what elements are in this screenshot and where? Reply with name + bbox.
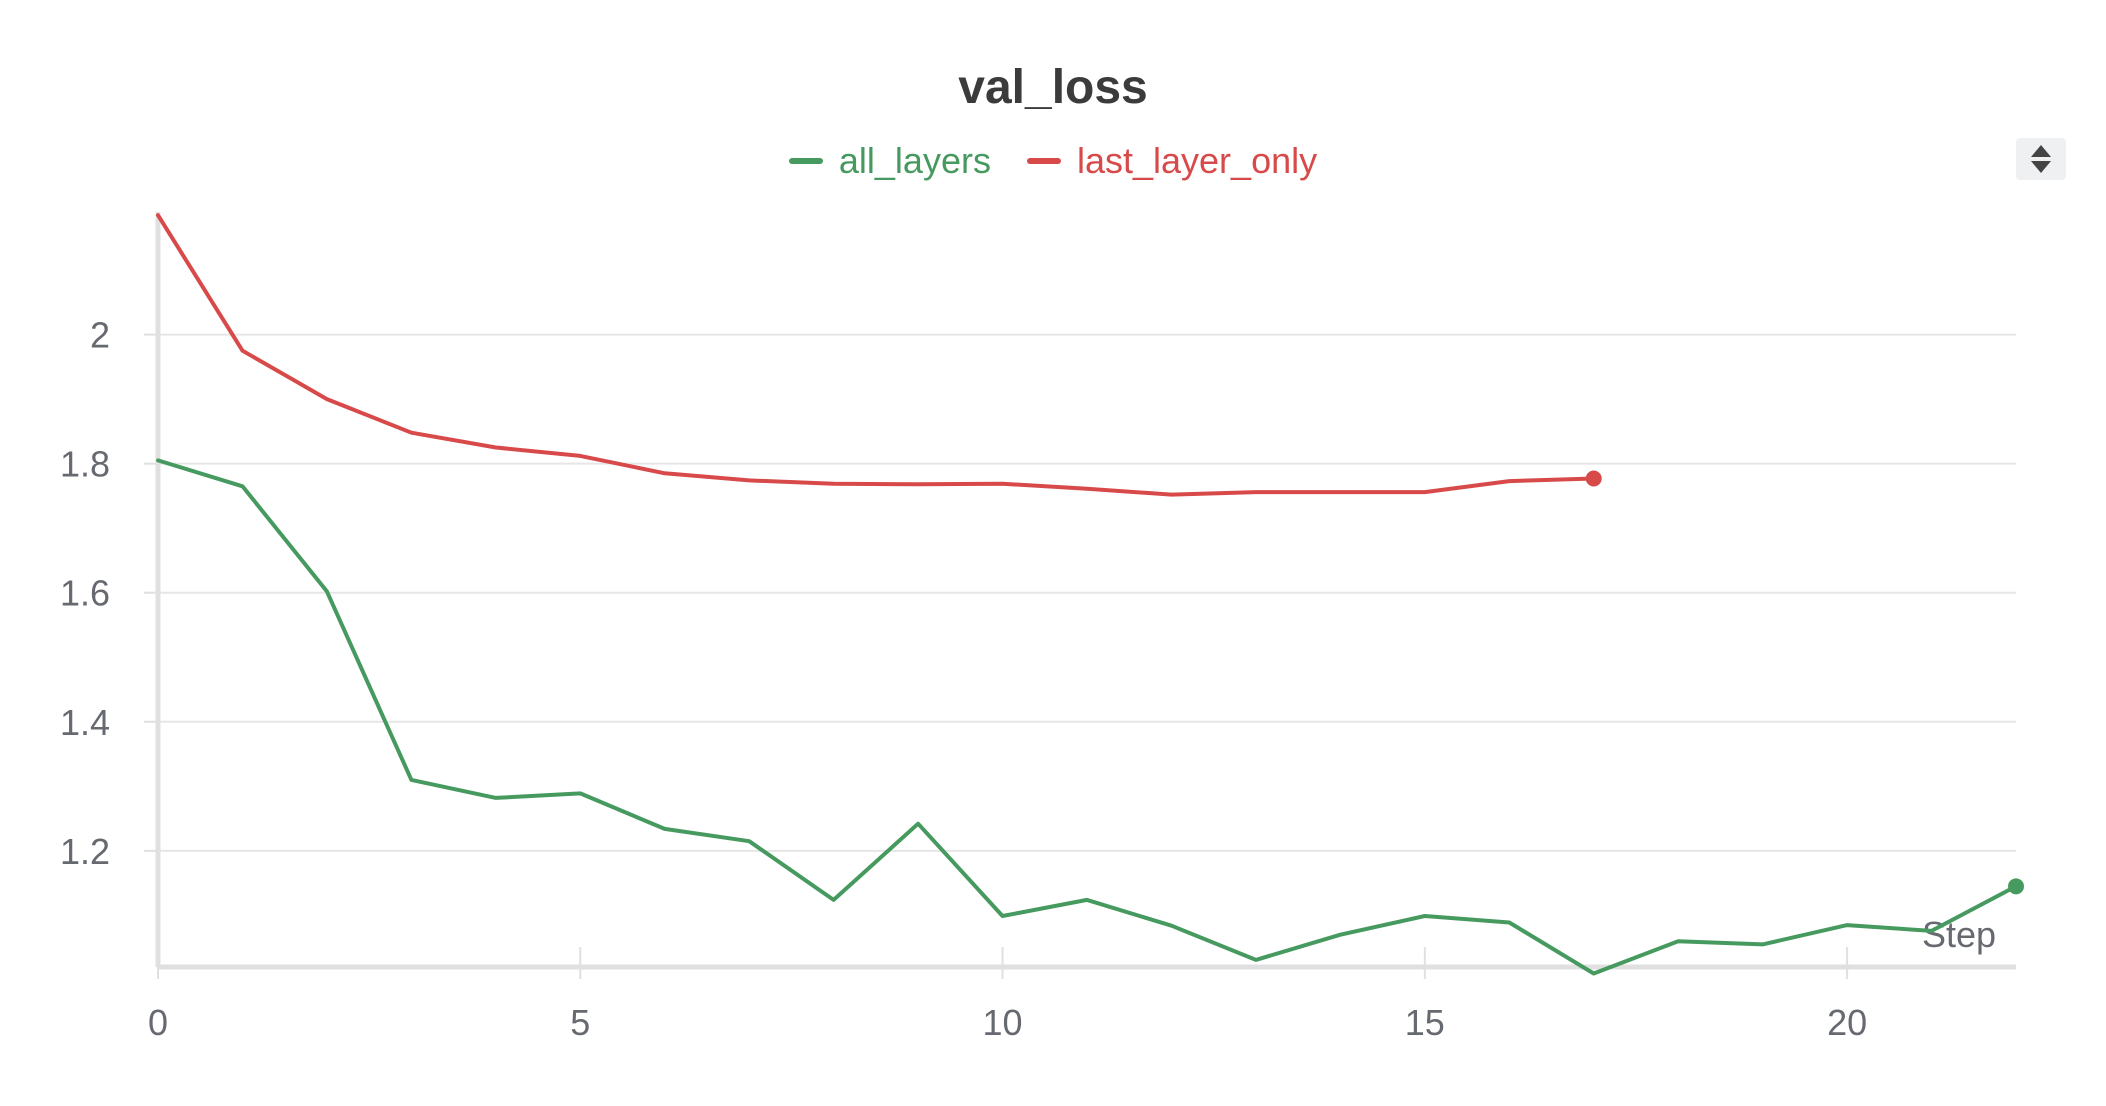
- chart-title: val_loss: [958, 61, 1148, 114]
- caret-down-icon: [2031, 161, 2051, 173]
- series-end-point-all_layers: [2008, 878, 2024, 895]
- y-tick-label: 1.2: [60, 831, 110, 872]
- series-line-last_layer_only: [156, 213, 1596, 497]
- series-line-all_layers: [156, 458, 2018, 976]
- legend-swatch-last-layer-only: [1026, 158, 1061, 164]
- legend-label-all-layers: all_layers: [838, 140, 991, 181]
- x-tick-label: 0: [148, 1002, 168, 1043]
- legend-item-last-layer-only[interactable]: last_layer_only: [1026, 140, 1318, 182]
- caret-up-icon: [2031, 145, 2051, 157]
- chart-legend: all_layers last_layer_only: [0, 140, 2106, 182]
- x-axis-label: Step: [1922, 914, 1996, 955]
- y-tick-label: 1.8: [60, 444, 110, 485]
- y-tick-label: 2: [90, 315, 110, 356]
- x-tick-label: 10: [983, 1002, 1023, 1043]
- y-tick-label: 1.4: [60, 702, 110, 743]
- legend-label-last-layer-only: last_layer_only: [1076, 140, 1318, 181]
- x-tick-label: 5: [570, 1002, 590, 1043]
- x-tick-label: 15: [1405, 1002, 1445, 1043]
- legend-item-all-layers[interactable]: all_layers: [788, 140, 991, 182]
- series-end-point-last_layer_only: [1585, 470, 1602, 487]
- y-tick-label: 1.6: [60, 573, 110, 614]
- legend-scroll-button[interactable]: [2016, 138, 2066, 180]
- x-tick-label: 20: [1827, 1002, 1867, 1043]
- legend-swatch-all-layers: [788, 158, 823, 164]
